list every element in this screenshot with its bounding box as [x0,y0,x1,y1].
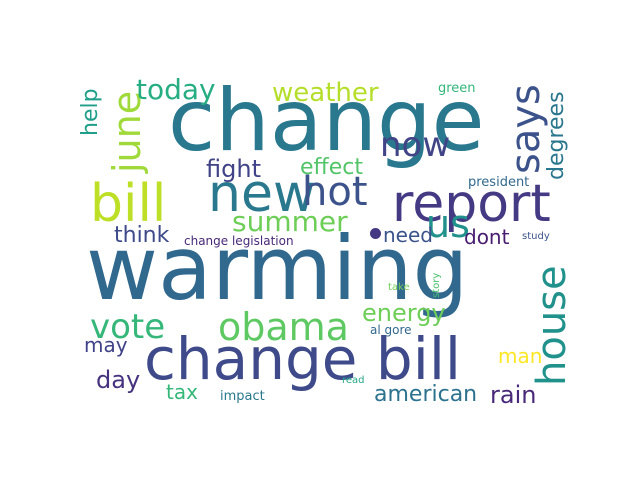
word-fight: fight [206,155,261,183]
word-new: new [208,164,316,224]
word-help: help [78,88,103,136]
word-today: today [136,73,216,106]
word-vote: vote [90,307,166,347]
word-read: read [342,375,365,386]
word-energy: energy [362,299,446,327]
word-think: think [114,223,170,248]
word-study: study [522,231,550,242]
word-man: man [498,344,543,368]
word-degrees: degrees [544,91,569,180]
word-al-gore: al gore [370,323,412,337]
word-impact: impact [220,389,265,404]
word-rain: rain [490,381,537,409]
word-need: need [383,223,433,247]
word-change: change [168,71,485,171]
word-tax: tax [166,380,198,404]
word-cloud: warming change change bill report bill n… [78,60,575,419]
word-effect: effect [300,155,363,180]
word-day: day [96,366,141,394]
word-bill: bill [90,174,167,234]
word-hot: hot [302,169,368,215]
word-warming: warming [86,217,469,320]
word-change-legislation: change legislation [184,234,294,248]
word-president: president [468,175,530,190]
word-change-bill: change bill [144,325,462,393]
word-green: green [438,81,476,96]
word-report: report [392,174,551,234]
word-says: says [503,84,549,174]
word-obama: obama [218,305,349,349]
dot-mark [370,228,381,239]
word-take: take [388,282,410,293]
word-summer: summer [232,205,348,238]
word-story: story [431,272,442,298]
word-us: us [426,202,470,246]
word-now: now [380,125,451,165]
word-may: may [84,333,128,357]
word-weather: weather [272,78,379,108]
word-dont: dont [464,225,510,249]
word-american: american [374,382,478,407]
